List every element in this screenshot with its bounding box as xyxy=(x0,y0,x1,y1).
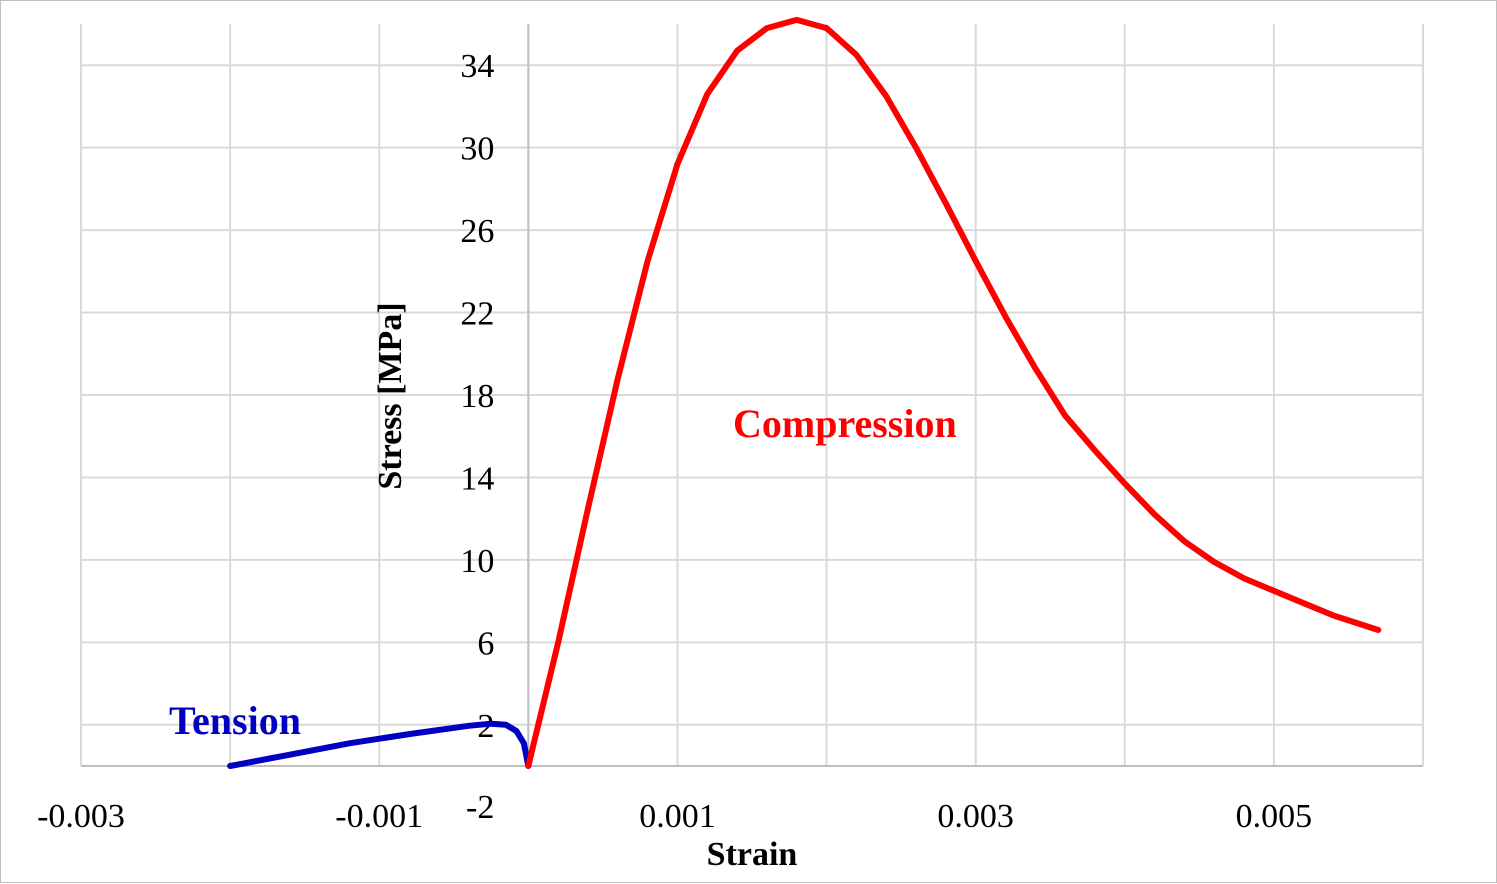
y-tick-label: 14 xyxy=(460,460,494,497)
x-tick-labels: -0.003 -0.001 0.001 0.003 0.005 xyxy=(37,798,1312,835)
y-tick-label: -2 xyxy=(466,789,494,826)
tension-annotation: Tension xyxy=(169,698,301,743)
horizontal-gridlines xyxy=(81,64,1423,726)
y-tick-label: 18 xyxy=(460,378,494,415)
y-tick-label: 30 xyxy=(460,131,494,168)
y-axis-title: Stress [MPa] xyxy=(372,302,409,489)
y-tick-label: 6 xyxy=(477,625,494,662)
y-tick-label: 26 xyxy=(460,213,494,250)
axes xyxy=(81,24,1423,767)
tension-series-line xyxy=(227,720,532,769)
x-tick-label: -0.003 xyxy=(37,798,125,835)
y-tick-label: 10 xyxy=(460,543,494,580)
x-tick-label: 0.005 xyxy=(1236,798,1313,835)
y-tick-label: 22 xyxy=(460,296,494,333)
x-tick-label: 0.003 xyxy=(937,798,1014,835)
y-tick-label: 34 xyxy=(460,48,494,85)
series-group xyxy=(227,16,1382,769)
x-tick-label: 0.001 xyxy=(639,798,716,835)
x-axis-title: Strain xyxy=(707,836,798,873)
x-tick-label: -0.001 xyxy=(335,798,423,835)
compression-series-line xyxy=(525,16,1382,769)
compression-annotation: Compression xyxy=(733,401,957,446)
